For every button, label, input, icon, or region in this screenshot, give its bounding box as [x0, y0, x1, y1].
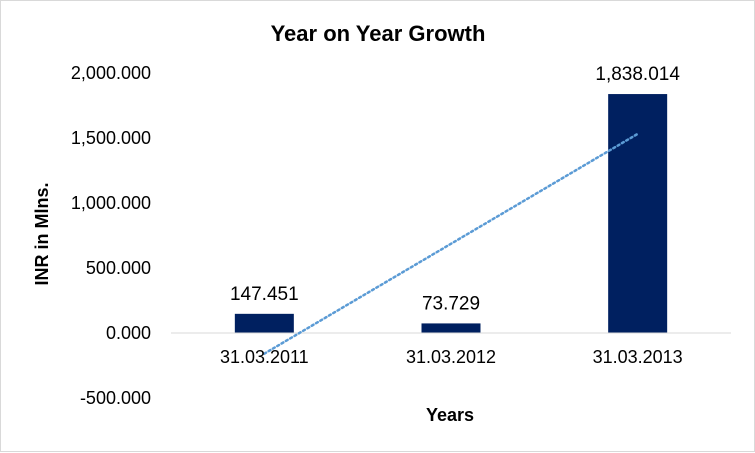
x-axis-title: Years — [426, 405, 474, 425]
x-axis-tick-labels: 31.03.2011 31.03.2012 31.03.2013 — [220, 347, 683, 367]
y-tick-label: 1,500.000 — [71, 128, 151, 148]
y-axis-tick-labels: -500.000 0.000 500.000 1,000.000 1,500.000 2,… — [71, 63, 151, 408]
y-tick-label: 500.000 — [86, 258, 151, 278]
y-tick-label: 0.000 — [106, 323, 151, 343]
bar — [421, 323, 481, 333]
x-tick-label: 31.03.2013 — [593, 347, 683, 367]
data-labels: 147.451 73.729 1,838.014 — [230, 64, 680, 314]
x-tick-label: 31.03.2011 — [220, 347, 309, 367]
y-tick-label: 2,000.000 — [71, 63, 151, 83]
y-tick-label: 1,000.000 — [71, 193, 151, 213]
y-axis-title: INR in Mlns. — [32, 183, 52, 286]
y-tick-label: -500.000 — [80, 388, 151, 408]
data-label: 1,838.014 — [595, 64, 680, 85]
chart-title: Year on Year Growth — [271, 21, 486, 46]
data-label: 147.451 — [230, 284, 299, 305]
x-tick-label: 31.03.2012 — [406, 347, 496, 367]
bar — [234, 313, 294, 333]
linear-trendline — [263, 132, 639, 355]
bar — [608, 94, 668, 333]
data-label: 73.729 — [422, 293, 480, 314]
